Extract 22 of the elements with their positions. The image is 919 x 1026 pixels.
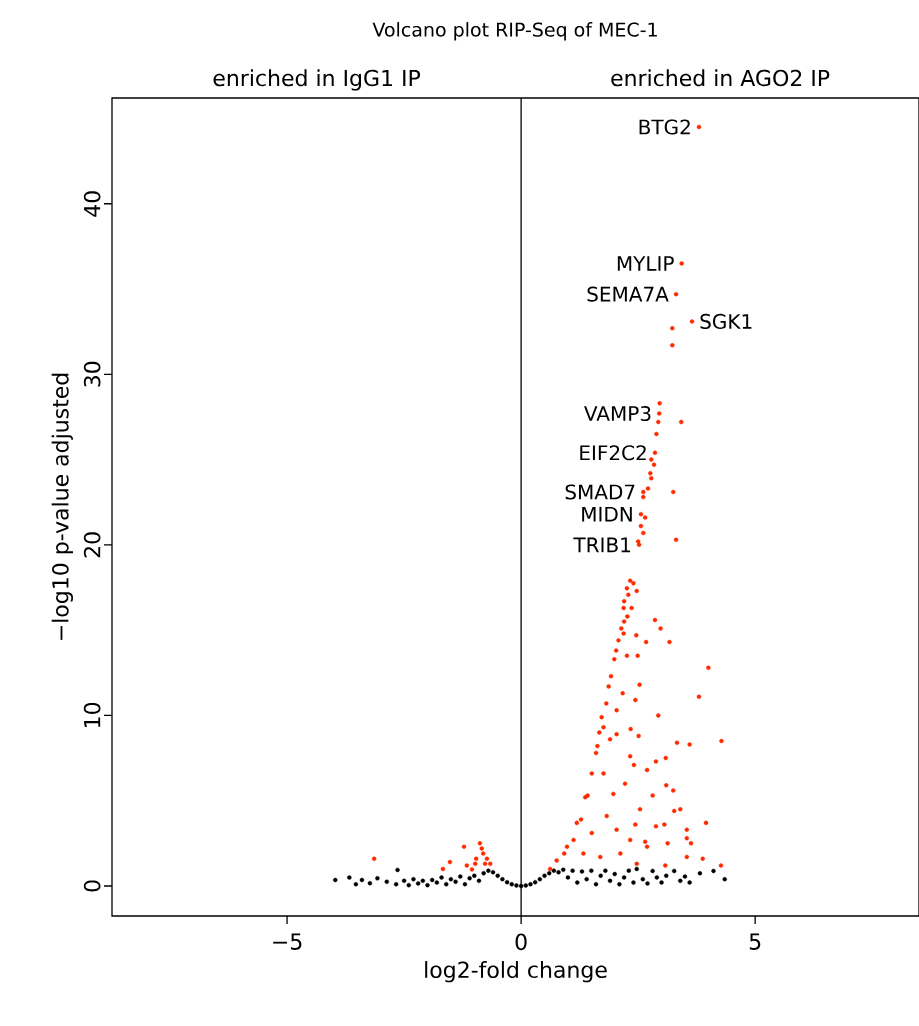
chart-title: Volcano plot RIP-Seq of MEC-1 (372, 22, 657, 41)
x-tick-label: −5 (273, 933, 302, 950)
y-tick-label: 0 (83, 880, 101, 892)
annotation: SGK1 (700, 313, 752, 329)
y-tick-label: 20 (83, 532, 101, 558)
annotation: BTG2 (639, 119, 690, 135)
y-tick-label: 30 (83, 361, 101, 387)
y-axis-title: −log10 p-value adjusted (51, 373, 73, 640)
x-axis-title: log2-fold change (425, 961, 607, 983)
text: enriched in IgG1 IP (213, 69, 421, 91)
annotation: EIF2C2 (580, 445, 646, 461)
x-tick-label: 5 (749, 933, 761, 950)
annotation: SEMA7A (587, 286, 669, 302)
y-tick-label: 40 (83, 191, 101, 217)
text: enriched in AGO2 IP (611, 69, 830, 87)
x-tick-label: 0 (515, 933, 527, 951)
annotation: MIDN (582, 506, 632, 522)
y-tick-label: 10 (83, 702, 101, 727)
annotation: TRIB1 (573, 537, 631, 553)
annotation: VAMP3 (584, 405, 651, 422)
annotation: MYLIP (617, 256, 674, 271)
annotation: SMAD7 (565, 484, 635, 500)
